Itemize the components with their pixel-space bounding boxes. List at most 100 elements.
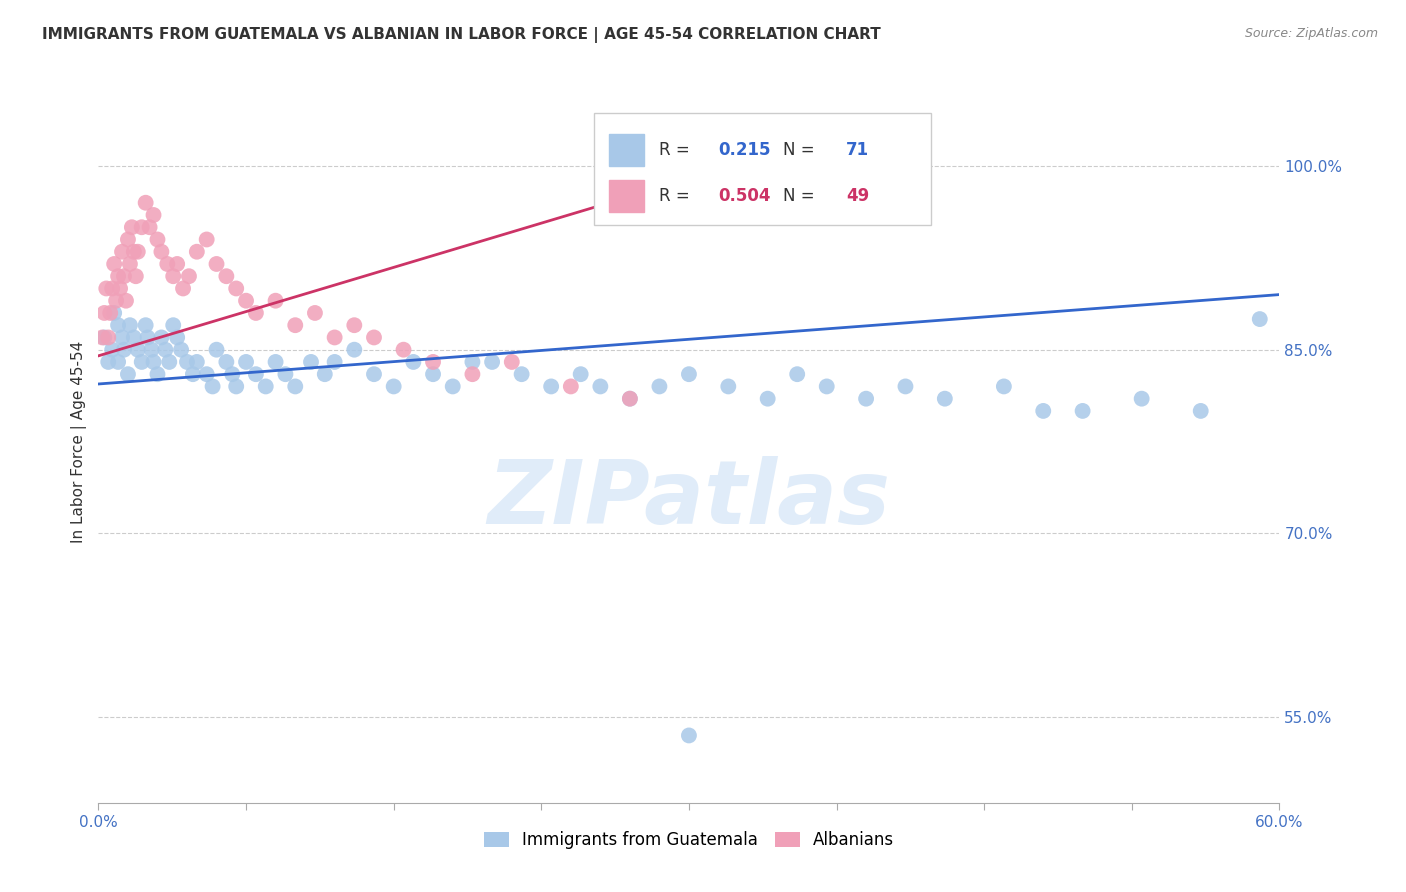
- Point: [540, 379, 562, 393]
- Point: [136, 330, 159, 344]
- Point: [111, 244, 134, 259]
- Point: [314, 367, 336, 381]
- Point: [678, 728, 700, 742]
- Point: [107, 269, 129, 284]
- Point: [284, 379, 307, 393]
- Point: [96, 281, 118, 295]
- Point: [155, 343, 177, 357]
- Point: [363, 330, 385, 344]
- Point: [142, 355, 165, 369]
- Text: N =: N =: [783, 187, 820, 205]
- Point: [1130, 392, 1153, 406]
- Bar: [609, 135, 644, 166]
- Point: [115, 293, 138, 308]
- Point: [343, 343, 366, 357]
- Point: [186, 355, 208, 369]
- Point: [205, 257, 228, 271]
- Point: [264, 355, 287, 369]
- Point: [589, 379, 612, 393]
- Point: [142, 208, 165, 222]
- Y-axis label: In Labor Force | Age 45-54: In Labor Force | Age 45-54: [72, 341, 87, 542]
- Point: [181, 367, 204, 381]
- Text: ZIPatlas: ZIPatlas: [488, 456, 890, 543]
- Point: [1249, 312, 1271, 326]
- Point: [146, 367, 169, 381]
- Point: [201, 379, 224, 393]
- Point: [225, 281, 247, 295]
- Point: [1032, 404, 1054, 418]
- Point: [441, 379, 464, 393]
- Point: [323, 355, 346, 369]
- Point: [131, 355, 153, 369]
- Point: [138, 220, 160, 235]
- Point: [166, 257, 188, 271]
- Point: [97, 355, 120, 369]
- Point: [569, 367, 592, 381]
- Point: [756, 392, 779, 406]
- Point: [323, 330, 346, 344]
- Point: [678, 367, 700, 381]
- Point: [343, 318, 366, 333]
- Point: [97, 330, 120, 344]
- Point: [1071, 404, 1094, 418]
- Point: [122, 330, 145, 344]
- Point: [118, 318, 141, 333]
- Point: [186, 244, 208, 259]
- Point: [98, 306, 121, 320]
- Point: [786, 367, 808, 381]
- Point: [245, 306, 267, 320]
- Point: [215, 355, 238, 369]
- Text: N =: N =: [783, 141, 820, 160]
- Point: [105, 293, 128, 308]
- Point: [855, 392, 877, 406]
- Point: [619, 392, 641, 406]
- Text: IMMIGRANTS FROM GUATEMALA VS ALBANIAN IN LABOR FORCE | AGE 45-54 CORRELATION CHA: IMMIGRANTS FROM GUATEMALA VS ALBANIAN IN…: [42, 27, 882, 43]
- Text: R =: R =: [659, 141, 696, 160]
- Point: [177, 269, 200, 284]
- Point: [162, 318, 184, 333]
- Point: [648, 379, 671, 393]
- Point: [150, 244, 173, 259]
- Point: [103, 257, 125, 271]
- Point: [91, 330, 114, 344]
- Point: [156, 257, 179, 271]
- Point: [717, 379, 740, 393]
- Point: [993, 379, 1015, 393]
- Point: [101, 281, 124, 295]
- Point: [111, 330, 134, 344]
- Point: [205, 343, 228, 357]
- Point: [934, 392, 956, 406]
- Point: [264, 293, 287, 308]
- Point: [107, 355, 129, 369]
- Point: [107, 318, 129, 333]
- Point: [461, 355, 484, 369]
- Point: [127, 343, 149, 357]
- Point: [117, 367, 139, 381]
- Text: R =: R =: [659, 187, 696, 205]
- Point: [510, 367, 533, 381]
- Point: [402, 355, 425, 369]
- Point: [157, 355, 180, 369]
- Point: [112, 343, 135, 357]
- Point: [122, 244, 145, 259]
- Legend: Immigrants from Guatemala, Albanians: Immigrants from Guatemala, Albanians: [477, 824, 901, 856]
- Point: [195, 232, 218, 246]
- Point: [146, 232, 169, 246]
- Point: [235, 293, 257, 308]
- Point: [121, 220, 143, 235]
- Point: [176, 355, 198, 369]
- Point: [245, 367, 267, 381]
- Point: [170, 343, 193, 357]
- Point: [501, 355, 523, 369]
- Point: [235, 355, 257, 369]
- Text: Source: ZipAtlas.com: Source: ZipAtlas.com: [1244, 27, 1378, 40]
- Point: [93, 306, 115, 320]
- Point: [117, 232, 139, 246]
- Point: [93, 330, 115, 344]
- Point: [112, 269, 135, 284]
- Point: [304, 306, 326, 320]
- Point: [150, 330, 173, 344]
- Point: [172, 281, 194, 295]
- Point: [299, 355, 322, 369]
- Point: [274, 367, 297, 381]
